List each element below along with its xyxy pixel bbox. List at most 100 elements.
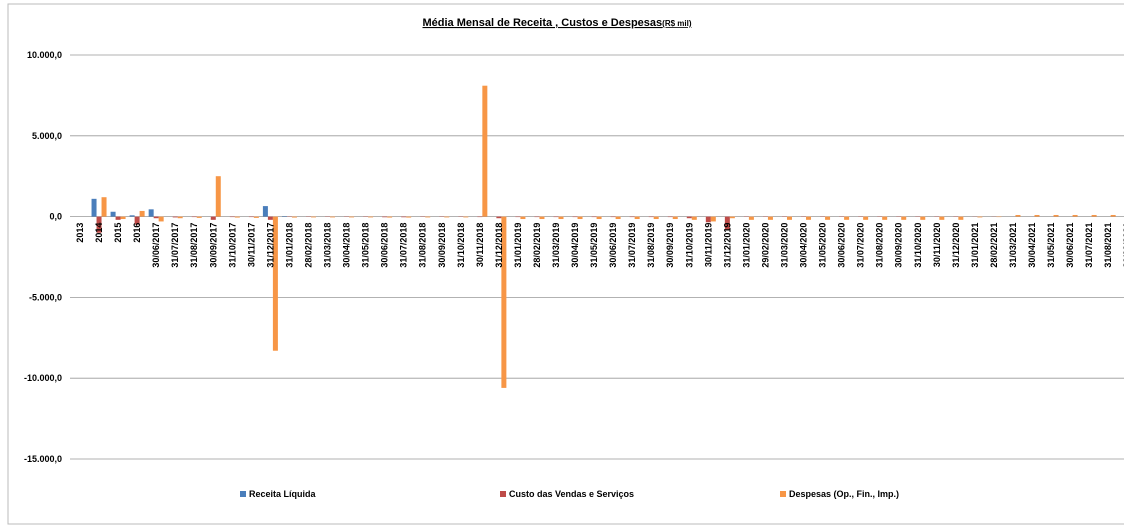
x-tick-label: 31/08/2020 (875, 223, 885, 268)
bar (291, 216, 297, 218)
bar (1053, 214, 1059, 217)
legend-swatch (500, 491, 506, 497)
x-tick-label: 31/05/2020 (818, 223, 828, 268)
bar (196, 216, 202, 218)
y-tick-label: 5.000,0 (32, 131, 62, 141)
x-tick-label: 31/03/2021 (1008, 223, 1018, 268)
bar (349, 216, 355, 218)
bar (210, 216, 216, 220)
bar (153, 216, 159, 219)
bar (1110, 214, 1116, 217)
title-text: Média Mensal de Receita , Custos e Despe… (423, 17, 663, 29)
bar (425, 216, 431, 218)
bar (729, 216, 735, 219)
x-tick-label: 31/10/2018 (456, 223, 466, 268)
x-tick-label: 31/07/2017 (170, 223, 180, 268)
bar (1072, 214, 1078, 217)
x-tick-label: 31/01/2021 (970, 223, 980, 268)
y-tick-label: 0,0 (49, 212, 62, 222)
x-tick-label: 30/06/2020 (837, 223, 847, 268)
bar (177, 216, 183, 219)
bar (577, 216, 583, 220)
x-tick-label: 2014 (94, 223, 104, 243)
x-tick-label: 31/07/2018 (399, 223, 409, 268)
legend-swatch (780, 491, 786, 497)
legend-label: Despesas (Op., Fin., Imp.) (789, 489, 899, 499)
bar (158, 216, 164, 222)
x-tick-label: 29/02/2020 (760, 223, 770, 268)
x-tick-label: 30/09/2020 (894, 223, 904, 268)
bar (387, 216, 393, 218)
x-tick-label: 30/04/2020 (799, 223, 809, 268)
bar (115, 216, 121, 220)
legend-swatch (240, 491, 246, 497)
bar (215, 176, 221, 217)
bar (1015, 214, 1021, 217)
x-tick-label: 28/02/2019 (532, 223, 542, 268)
bar (806, 216, 812, 220)
bar (444, 216, 450, 218)
x-tick-label: 30/11/2019 (703, 223, 713, 268)
chart-border (7, 3, 1124, 525)
y-tick-label: -10.000,0 (24, 373, 62, 383)
bar (139, 210, 145, 217)
x-tick-label: 31/01/2019 (513, 223, 523, 268)
chart-title: Média Mensal de Receita , Custos e Despe… (423, 17, 692, 29)
bar (672, 216, 678, 220)
x-tick-label: 31/08/2019 (646, 223, 656, 268)
bar (686, 216, 692, 219)
bar (172, 216, 178, 218)
x-tick-label: 30/04/2018 (342, 223, 352, 268)
bar (767, 216, 773, 220)
bar (596, 216, 602, 220)
bar (558, 216, 564, 220)
bar (148, 209, 154, 217)
bar (882, 216, 888, 220)
x-tick-label: 30/09/2017 (208, 223, 218, 268)
x-tick-label: 31/12/2017 (265, 223, 275, 268)
x-tick-label: 31/03/2019 (551, 223, 561, 268)
y-tick-label: -15.000,0 (24, 454, 62, 464)
bar (463, 216, 469, 218)
bar (262, 206, 268, 217)
bar (267, 216, 273, 220)
bar (272, 216, 278, 351)
x-tick-label: 30/04/2019 (570, 223, 580, 268)
x-tick-label: 31/08/2018 (418, 223, 428, 268)
bar (691, 216, 697, 220)
bar (406, 216, 412, 218)
x-tick-label: 28/02/2021 (989, 223, 999, 268)
bar (134, 216, 140, 225)
bar (101, 197, 107, 217)
bar (96, 216, 102, 233)
y-tick-label: -5.000,0 (29, 292, 62, 302)
title-unit: (R$ mil) (662, 19, 692, 28)
x-tick-label: 31/07/2021 (1084, 223, 1094, 268)
bar (382, 216, 388, 218)
x-tick-label: 30/06/2019 (608, 223, 618, 268)
x-tick-label: 2013 (75, 223, 85, 243)
x-tick-label: 31/10/2017 (227, 223, 237, 268)
bar (482, 85, 488, 217)
bar (496, 216, 502, 219)
y-tick-label: 10.000,0 (27, 50, 62, 60)
bar (539, 216, 545, 220)
bar (1091, 214, 1097, 217)
bar (748, 216, 754, 220)
bar (653, 216, 659, 220)
bar (330, 216, 336, 218)
x-tick-label: 31/01/2018 (284, 223, 294, 268)
bar (615, 216, 621, 220)
x-tick-label: 30/06/2021 (1065, 223, 1075, 268)
x-tick-label: 2016 (132, 223, 142, 243)
bar (977, 216, 983, 218)
x-tick-label: 31/07/2020 (856, 223, 866, 268)
x-tick-label: 31/10/2020 (913, 223, 923, 268)
x-tick-label: 30/04/2021 (1027, 223, 1037, 268)
bar (520, 216, 526, 220)
bar (710, 216, 716, 222)
bar (91, 198, 97, 217)
bar (501, 216, 507, 388)
x-tick-label: 2015 (113, 223, 123, 243)
legend-label: Custo das Vendas e Serviços (509, 489, 634, 499)
